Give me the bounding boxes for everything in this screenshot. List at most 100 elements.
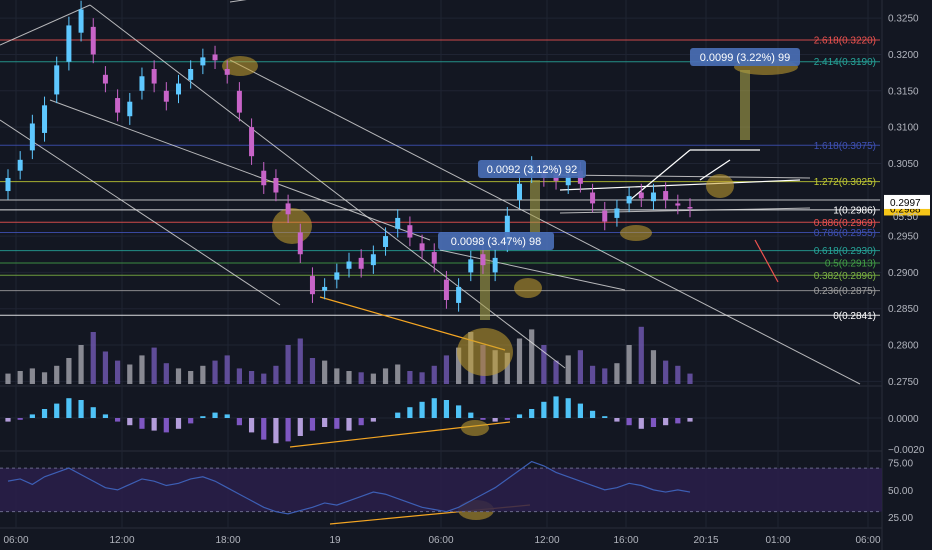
volume-bar: [261, 373, 267, 384]
x-tick-label: 12:00: [534, 535, 559, 546]
candle-body: [163, 90, 169, 102]
candle-body: [431, 252, 437, 264]
x-tick-label: 06:00: [855, 535, 880, 546]
fib-level-label: 1.272(0.3025): [814, 177, 876, 188]
macd-bar: [151, 418, 157, 431]
candle-body: [309, 276, 315, 295]
trend-drawings: [0, 0, 880, 525]
candlestick-series: [5, 0, 693, 312]
macd-bar: [273, 418, 279, 444]
volume-bar: [285, 345, 291, 384]
candle-body: [346, 261, 352, 269]
trend-line: [49, 99, 431, 241]
macd-bar: [431, 398, 437, 418]
rsi-line: [7, 460, 691, 515]
measure-bar: [740, 70, 750, 140]
volume-bar: [577, 350, 583, 384]
measure-callout-box: [690, 48, 800, 66]
candle-body: [17, 159, 23, 171]
macd-bar: [200, 416, 206, 418]
x-tick-label: 06:00: [3, 535, 28, 546]
fibonacci-levels: 2.618(0.3220) 2.414(0.3190) 1.618(0.3075) 1…: [0, 35, 880, 322]
volume-bar: [5, 373, 11, 384]
trend-line: [229, 59, 861, 385]
volume-bar: [224, 355, 230, 384]
prev-price-badge: [884, 194, 930, 209]
macd-bar: [419, 401, 425, 418]
candle-body: [78, 9, 84, 33]
macd-bar: [589, 410, 596, 418]
volume-bar: [638, 326, 644, 384]
macd-bar: [687, 418, 693, 422]
macd-bar: [370, 418, 376, 422]
candle-body: [42, 105, 48, 133]
candle-body: [370, 254, 376, 266]
macd-bar: [480, 418, 486, 420]
macd-bar: [675, 418, 681, 424]
volume-bar: [504, 352, 510, 384]
candle-body: [358, 257, 364, 269]
macd-bar: [163, 418, 169, 433]
fib-level-label: 2.618(0.3220): [814, 35, 876, 46]
candle-body: [456, 286, 462, 303]
volume-bar: [431, 365, 437, 384]
fib-level-label: 0.786(0.2955): [814, 228, 876, 239]
macd-bar: [553, 396, 559, 418]
measure-callout-box: [478, 160, 586, 178]
measure-callout-label: 0.0098 (3.47%) 98: [451, 236, 542, 248]
trend-line: [0, 119, 281, 306]
macd-bar: [5, 418, 11, 422]
candle-body: [419, 243, 425, 251]
candle-body: [590, 192, 596, 204]
macd-bar: [188, 418, 194, 424]
volume-bar: [443, 355, 450, 384]
macd-bar: [663, 418, 669, 426]
candle-body: [492, 257, 498, 273]
candle-body: [102, 74, 108, 84]
y-tick-label: 0.2950: [888, 232, 919, 243]
prev-price-label: 0.2997: [890, 198, 921, 209]
volume-bar: [322, 360, 328, 384]
macd-bar: [529, 409, 535, 418]
candle-body: [115, 98, 121, 113]
candle-body: [151, 69, 157, 84]
macd-bar: [334, 418, 340, 429]
candle-body: [29, 123, 35, 151]
candle-body: [54, 65, 60, 95]
macd-bar: [395, 412, 401, 418]
volume-bar: [188, 371, 194, 384]
macd-bar: [102, 414, 109, 418]
volume-bar: [626, 345, 632, 384]
macd-bar: [309, 418, 316, 431]
volume-bar: [248, 371, 255, 384]
fib-level-label: 0.618(0.2930): [814, 246, 876, 257]
candle-body: [236, 90, 242, 113]
candle-body: [200, 57, 206, 66]
macd-bar: [407, 407, 413, 418]
macd-bar: [248, 418, 255, 433]
macd-bar: [577, 403, 583, 418]
candle-body: [626, 196, 632, 204]
macd-bar: [297, 418, 303, 436]
volume-bar: [370, 373, 376, 384]
fib-level-label: 1.618(0.3075): [814, 141, 876, 152]
highlight-ellipse: [514, 278, 542, 298]
measure-callouts: 0.0099 (3.22%) 99 0.0092 (3.12%) 92 0.0098…: [438, 48, 800, 250]
y-tick-label: 0.2850: [888, 304, 919, 315]
candle-body: [614, 208, 620, 218]
candle-body: [663, 191, 669, 200]
volume-bar: [382, 368, 389, 384]
volume-bar: [236, 368, 242, 384]
candle-body: [139, 76, 145, 91]
macd-bar: [261, 418, 267, 440]
y-tick-label: 0.2900: [888, 268, 919, 279]
candle-body: [407, 225, 413, 238]
highlight-ellipse: [222, 56, 258, 76]
measure-callout-label: 0.0092 (3.12%) 92: [487, 164, 578, 176]
volume-bar: [675, 365, 681, 384]
candle-body: [285, 203, 291, 215]
candle-body: [273, 177, 279, 193]
last-price-label: 0.2988: [890, 204, 921, 215]
down-arrow: [754, 239, 779, 283]
